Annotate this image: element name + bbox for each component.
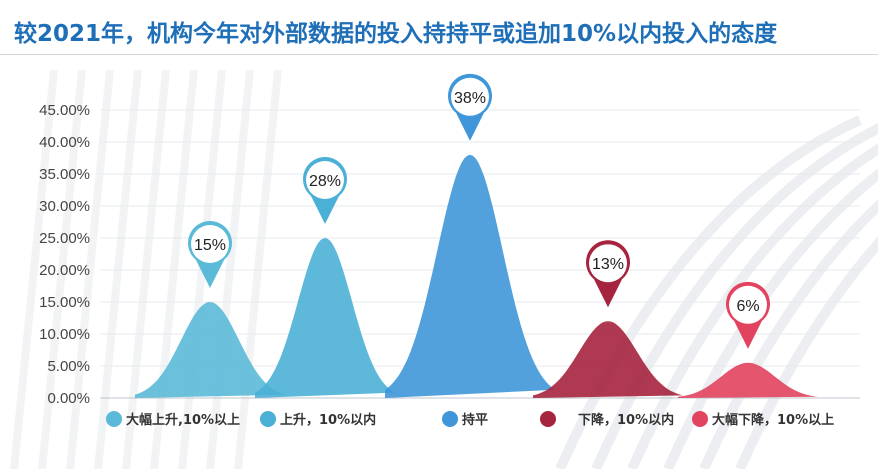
y-tick-label: 15.00% — [39, 294, 90, 311]
background-beam — [38, 70, 86, 469]
pin-circle — [191, 225, 229, 263]
pin-circle — [729, 285, 767, 324]
data-label: 15% — [194, 237, 226, 254]
legend-label: 大幅上升,10%以上 — [126, 412, 240, 428]
title-divider — [0, 54, 878, 55]
background-arch — [699, 199, 878, 469]
background-beam — [66, 70, 114, 469]
area-1 — [135, 302, 285, 398]
pin-3: 38% — [447, 73, 492, 141]
legend-item: 持平 — [442, 411, 488, 428]
y-tick-label: 30.00% — [39, 198, 90, 215]
y-tick-label: 35.00% — [39, 166, 90, 183]
legend-marker — [540, 411, 556, 427]
area-3 — [385, 154, 555, 398]
pin-4: 13% — [586, 240, 630, 308]
data-label: 38% — [454, 90, 486, 107]
area-2 — [255, 238, 395, 398]
background-beam — [10, 70, 58, 469]
pin-2: 28% — [303, 157, 347, 224]
pin-1: 15% — [188, 221, 232, 288]
legend: 大幅上升,10%以上 上升，10%以内 持平 下降，10%以内 大幅下降，10%以上 — [106, 411, 834, 428]
y-tick-label: 45.00% — [39, 102, 90, 119]
legend-label: 持平 — [462, 412, 488, 428]
data-label: 28% — [309, 173, 341, 190]
legend-item: 大幅上升,10%以上 — [106, 411, 240, 428]
data-label: 6% — [736, 298, 759, 315]
legend-item: 上升，10%以内 — [260, 411, 376, 428]
y-tick-label: 40.00% — [39, 134, 90, 151]
background-arch — [555, 115, 863, 469]
legend-item: 下降，10%以内 — [540, 411, 674, 428]
y-axis: 0.00% 5.00% 10.00% 15.00% 20.00% 25.00% 30.00%… — [39, 102, 90, 407]
legend-label: 大幅下降，10%以上 — [712, 412, 834, 428]
background-arch — [627, 143, 878, 469]
y-tick-label: 10.00% — [39, 326, 90, 343]
plot-area — [135, 154, 818, 398]
pin-circle — [306, 161, 344, 199]
legend-label: 下降，10%以内 — [578, 412, 674, 428]
legend-item: 大幅下降，10%以上 — [692, 411, 834, 428]
legend-marker — [106, 411, 122, 427]
y-tick-label: 5.00% — [47, 358, 90, 375]
pin-5: 6% — [726, 281, 770, 349]
background-arch — [663, 168, 878, 469]
background-arch — [591, 122, 878, 469]
background-arch — [735, 236, 878, 469]
chart-title: 较2021年，机构今年对外部数据的投入持持平或追加10%以内投入的态度 — [14, 21, 778, 47]
legend-marker — [692, 411, 708, 427]
pin-circle — [589, 244, 627, 283]
legend-marker — [260, 411, 276, 427]
data-label: 13% — [592, 256, 624, 273]
area-4 — [533, 321, 683, 398]
legend-label: 上升，10%以内 — [280, 412, 376, 428]
area-5 — [678, 362, 818, 398]
y-tick-label: 25.00% — [39, 230, 90, 247]
pin-markers: 15% 28% 38% 13% 6% — [188, 73, 770, 349]
y-tick-label: 20.00% — [39, 262, 90, 279]
pin-circle — [451, 77, 489, 116]
legend-marker — [442, 411, 458, 427]
y-tick-label: 0.00% — [47, 390, 90, 407]
